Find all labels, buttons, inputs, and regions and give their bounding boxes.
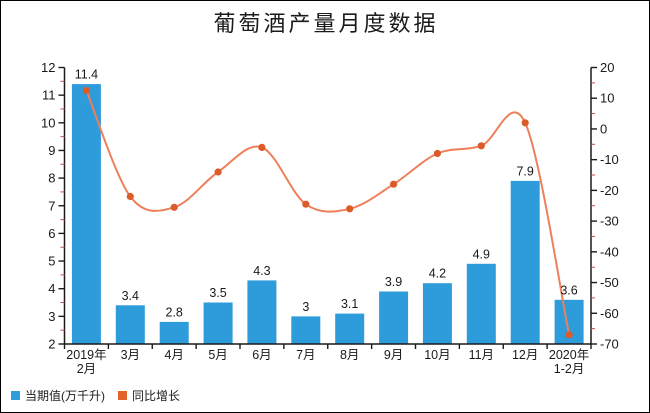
bar <box>422 283 452 344</box>
y-left-tick-label: 5 <box>48 254 55 269</box>
bar <box>510 180 540 344</box>
x-axis-label: 2020年 <box>549 348 589 362</box>
y-right-tick-label: -30 <box>600 214 619 229</box>
y-right-tick-label: 20 <box>600 60 614 75</box>
x-axis-label: 2月 <box>77 362 96 376</box>
x-axis-label: 11月 <box>469 348 494 362</box>
line-series <box>82 86 573 339</box>
y-right-tick-label: -10 <box>600 152 619 167</box>
legend-swatch-bar-series <box>11 391 20 400</box>
x-axis-label: 3月 <box>121 348 140 362</box>
x-axis-label: 7月 <box>296 348 315 362</box>
x-axis-label: 12月 <box>512 348 538 362</box>
y-right-tick-label: 0 <box>600 121 607 136</box>
legend-swatch-line-series <box>118 391 127 400</box>
x-axis-label: 10月 <box>424 348 450 362</box>
line-marker <box>433 149 441 158</box>
y-left-tick-label: 10 <box>41 115 55 130</box>
bar-value-label: 3 <box>302 300 309 314</box>
bar-value-label: 3.1 <box>341 297 358 311</box>
legend-label-bar-series: 当期值(万千升) <box>25 389 105 403</box>
y-left-tick-label: 2 <box>48 337 55 352</box>
bar <box>115 305 145 344</box>
bar-value-label: 3.9 <box>385 275 402 289</box>
line-marker <box>82 86 90 95</box>
line-marker <box>565 331 573 339</box>
legend-item-current-value: 当期值(万千升) <box>11 387 105 404</box>
x-axis-label: 4月 <box>164 348 183 362</box>
bar-value-label: 3.4 <box>122 289 139 303</box>
x-axis-label: 6月 <box>252 348 271 362</box>
line-marker <box>346 205 354 213</box>
bar-value-label: 4.2 <box>429 267 446 281</box>
bar <box>335 313 365 344</box>
legend-label-line-series: 同比增长 <box>132 389 181 403</box>
y-right-tick-label: -20 <box>600 183 619 198</box>
y-left-tick-label: 12 <box>41 60 55 75</box>
bar-value-label: 7.9 <box>516 164 533 178</box>
bar-value-label: 4.3 <box>253 264 270 278</box>
y-left-tick-label: 8 <box>48 171 55 186</box>
line-marker <box>170 203 178 211</box>
x-axis-label: 1-2月 <box>554 362 585 376</box>
line-marker <box>126 192 134 201</box>
bar-value-label: 4.9 <box>473 247 490 261</box>
bar-value-label: 3.5 <box>209 286 226 300</box>
line-marker <box>477 142 485 150</box>
y-left-tick-label: 11 <box>42 88 56 103</box>
y-left-tick-label: 6 <box>48 226 55 241</box>
bar <box>159 321 189 344</box>
bar-value-label: 3.6 <box>560 283 577 297</box>
bar <box>203 302 233 344</box>
y-right-tick-label: -60 <box>600 306 619 321</box>
x-axis-label: 9月 <box>384 348 403 362</box>
line-marker <box>258 143 266 151</box>
line-marker <box>214 168 222 176</box>
x-axis-label: 2019年 <box>66 348 106 362</box>
y-axis-left-ticks: 2 3 4 5 6 7 8 9 10 11 12 <box>41 60 65 352</box>
bar-series <box>71 84 584 344</box>
line-marker <box>390 180 398 188</box>
bar-value-labels: 11.4 3.4 2.8 3.5 4.3 3 3.1 3.9 4.2 4.9 7.9 3.6 <box>75 68 578 320</box>
y-right-tick-label: 10 <box>600 91 614 106</box>
bar <box>379 291 409 344</box>
y-right-tick-label: -70 <box>600 337 619 352</box>
line-marker <box>302 200 310 208</box>
legend-item-yoy-growth: 同比增长 <box>118 387 180 404</box>
x-axis-label: 8月 <box>340 348 359 362</box>
bar <box>291 316 321 344</box>
bar <box>247 280 277 344</box>
y-left-tick-label: 3 <box>48 309 55 324</box>
y-left-tick-label: 7 <box>48 198 55 213</box>
y-axis-right-ticks: -70 -60 -50 -40 -30 -20 -10 0 10 20 <box>591 60 619 352</box>
y-right-tick-label: -50 <box>600 275 619 290</box>
chart-title: 葡萄酒产量月度数据 <box>213 11 439 36</box>
bar-value-label: 2.8 <box>165 305 182 319</box>
y-right-tick-label: -40 <box>600 244 619 259</box>
bar <box>466 263 496 344</box>
bar-value-label: 11.4 <box>75 68 98 82</box>
line-path <box>85 90 571 336</box>
bar <box>71 84 101 344</box>
x-axis-label: 5月 <box>208 348 227 362</box>
y-left-tick-label: 9 <box>48 143 55 158</box>
line-marker <box>521 119 529 127</box>
legend: 当期值(万千升) 同比增长 <box>11 387 180 404</box>
y-left-tick-label: 4 <box>48 281 55 296</box>
